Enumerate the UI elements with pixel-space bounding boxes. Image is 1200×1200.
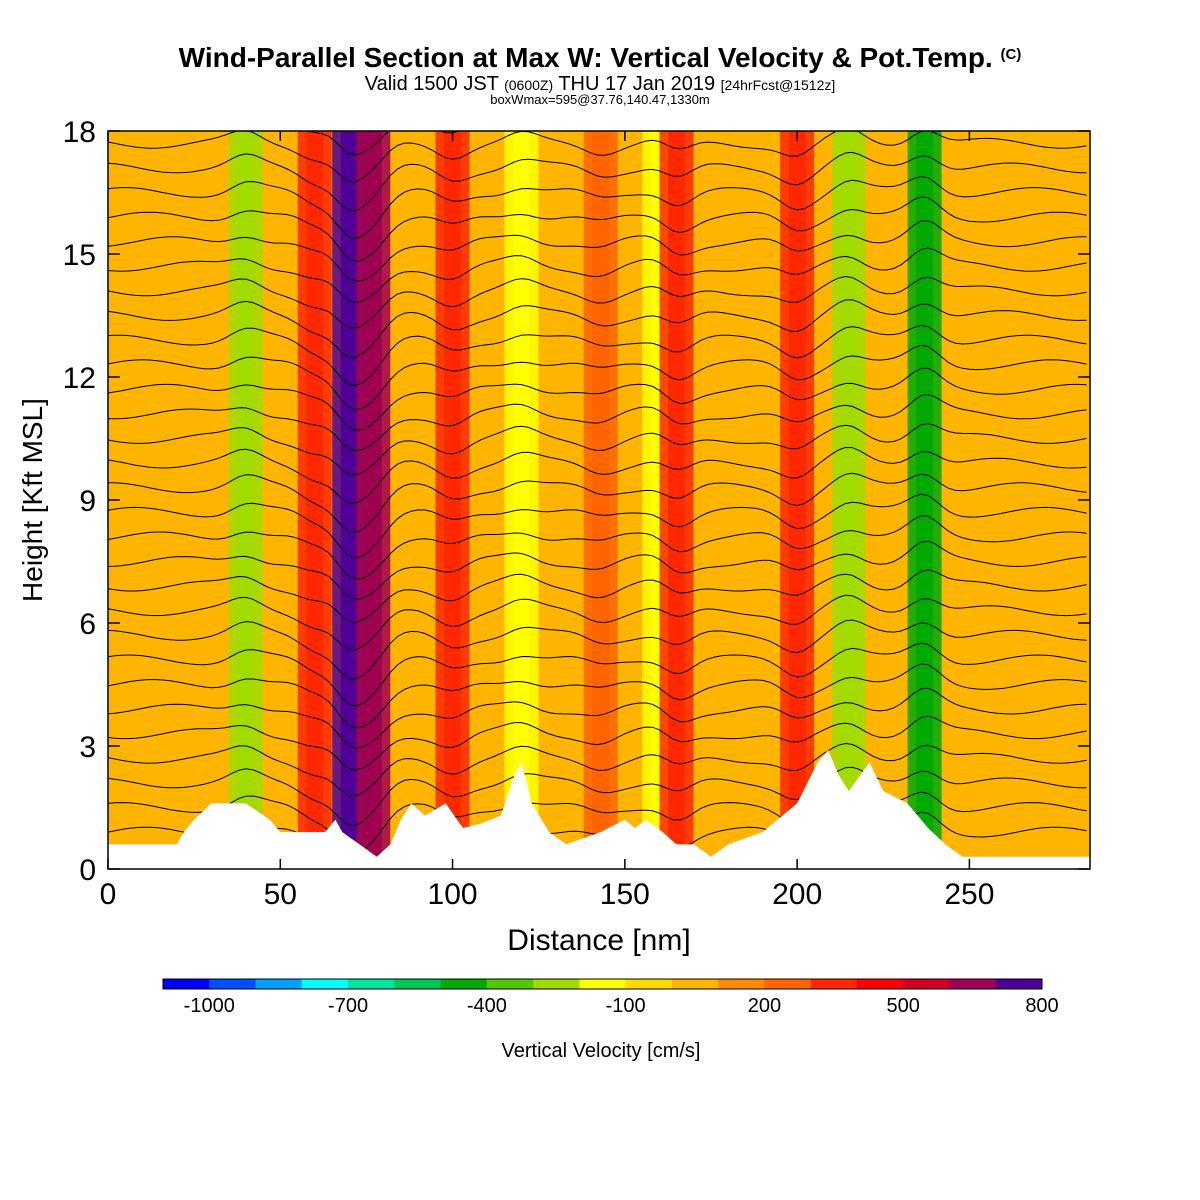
theta-contour-4 <box>108 715 1087 771</box>
theta-contour-12 <box>108 515 1087 580</box>
x-axis-label: Distance [nm] <box>507 924 690 957</box>
y-tick-label: 3 <box>79 731 96 764</box>
velocity-plume-core-11 <box>916 131 934 869</box>
y-tick-label: 18 <box>63 116 96 149</box>
theta-contour-27 <box>108 151 1087 212</box>
theta-contour-26 <box>108 175 1087 239</box>
theta-contour-24 <box>108 220 1087 282</box>
colorbar-frame <box>162 978 1043 990</box>
chart-title: Wind-Parallel Section at Max W: Vertical… <box>0 42 1200 74</box>
colorbar-swatch-12 <box>718 979 765 989</box>
colorbar-tick-label: -100 <box>606 995 646 1017</box>
y-axis-label: Height [Kft MSL] <box>17 398 48 602</box>
theta-contour-14 <box>108 472 1087 533</box>
x-tick-label: 50 <box>264 878 297 911</box>
theta-contours <box>108 131 1087 869</box>
colorbar-swatch-1 <box>209 979 257 989</box>
colorbar-label: Vertical Velocity [cm/s] <box>502 1040 701 1062</box>
colorbar-swatch-11 <box>671 979 719 989</box>
terrain <box>108 750 1090 869</box>
theta-contour-3 <box>108 742 1087 797</box>
y-tick-label: 12 <box>63 362 96 395</box>
y-tick-label: 0 <box>79 854 96 887</box>
colorbar-swatch-9 <box>579 979 627 989</box>
velocity-plume-core-2 <box>340 131 358 869</box>
colorbar-tick-label: -1000 <box>184 995 235 1017</box>
chart-title-text: Wind-Parallel Section at Max W: Vertical… <box>178 42 993 73</box>
colorbar-swatch-0 <box>163 979 210 989</box>
colorbar-tick-label: 200 <box>748 995 781 1017</box>
box-info: boxWmax=595@37.76,140.47,1330m <box>490 92 710 107</box>
valid-date: THU 17 Jan 2019 <box>558 73 716 95</box>
y-tick-label: 9 <box>79 485 96 518</box>
colorbar-swatch-14 <box>810 979 858 989</box>
colorbar-swatch-2 <box>255 979 303 989</box>
colorbar: -1000 -700 -400 -100 200 500 800 Vertical Veloc… <box>162 978 1059 1062</box>
velocity-plume-core-4 <box>444 131 462 869</box>
theta-contour-15 <box>108 446 1087 504</box>
colorbar-tick-label: 800 <box>1025 995 1058 1017</box>
colorbar-swatch-8 <box>533 979 580 989</box>
velocity-plume-core-10 <box>840 131 858 869</box>
velocity-field <box>228 131 942 869</box>
colorbar-swatch-4 <box>348 979 395 989</box>
velocity-plume-core-3 <box>364 131 382 869</box>
velocity-plume-core-6 <box>592 131 610 869</box>
theta-contour-19 <box>108 344 1087 411</box>
colorbar-swatch-18 <box>995 979 1043 989</box>
theta-contour-25 <box>108 196 1087 262</box>
velocity-plume-core-1 <box>306 131 324 869</box>
x-tick-label: 200 <box>772 878 822 911</box>
x-tick-label: 150 <box>600 878 650 911</box>
colorbar-swatch-5 <box>394 979 442 989</box>
colorbar-swatch-15 <box>856 979 904 989</box>
theta-contour-6 <box>108 663 1087 729</box>
theta-contour-10 <box>108 569 1087 623</box>
x-tick-label: 250 <box>944 878 994 911</box>
y-tick-label: 15 <box>63 239 96 272</box>
theta-contour-5 <box>108 687 1087 749</box>
colorbar-tick-label: 500 <box>887 995 920 1017</box>
x-tick-label: 0 <box>100 878 117 911</box>
velocity-plume-core-9 <box>788 131 806 869</box>
colorbar-tick-label: -700 <box>328 995 368 1017</box>
colorbar-swatch-17 <box>949 979 997 989</box>
velocity-plume-core-0 <box>237 131 255 869</box>
theta-contour-8 <box>108 619 1087 680</box>
velocity-plume-core-5 <box>512 131 530 869</box>
utc-time: (0600Z) <box>504 77 554 93</box>
colorbar-swatch-16 <box>903 979 950 989</box>
colorbar-tick-label: -400 <box>467 995 507 1017</box>
colorbar-swatch-3 <box>301 979 349 989</box>
theta-contour-17 <box>108 393 1087 452</box>
theta-contour-20 <box>108 324 1087 387</box>
forecast-info: [24hrFcst@1512z] <box>720 77 836 93</box>
theta-contour-2 <box>108 766 1087 826</box>
theta-contour-18 <box>108 367 1087 431</box>
colorbar-swatch-10 <box>625 979 673 989</box>
theta-contour-9 <box>108 594 1087 651</box>
theta-contour-16 <box>108 423 1087 476</box>
theta-contour-7 <box>108 642 1087 707</box>
colorbar-swatch-13 <box>764 979 812 989</box>
chart-subtitle: Valid 1500 JST (0600Z) THU 17 Jan 2019 [… <box>0 73 1200 96</box>
theta-contour-1 <box>108 791 1087 854</box>
x-tick-label: 100 <box>428 878 478 911</box>
valid-time: Valid 1500 JST <box>364 73 499 95</box>
y-tick-label: 6 <box>79 608 96 641</box>
theta-contour-21 <box>108 299 1087 358</box>
copyright-mark: (C) <box>1000 46 1022 63</box>
colorbar-swatch-6 <box>440 979 488 989</box>
velocity-plume-core-8 <box>668 131 686 869</box>
theta-contour-13 <box>108 493 1087 559</box>
theta-contour-22 <box>108 275 1087 329</box>
theta-contour-11 <box>108 540 1087 600</box>
colorbar-swatch-7 <box>486 979 534 989</box>
theta-contour-23 <box>108 247 1087 304</box>
